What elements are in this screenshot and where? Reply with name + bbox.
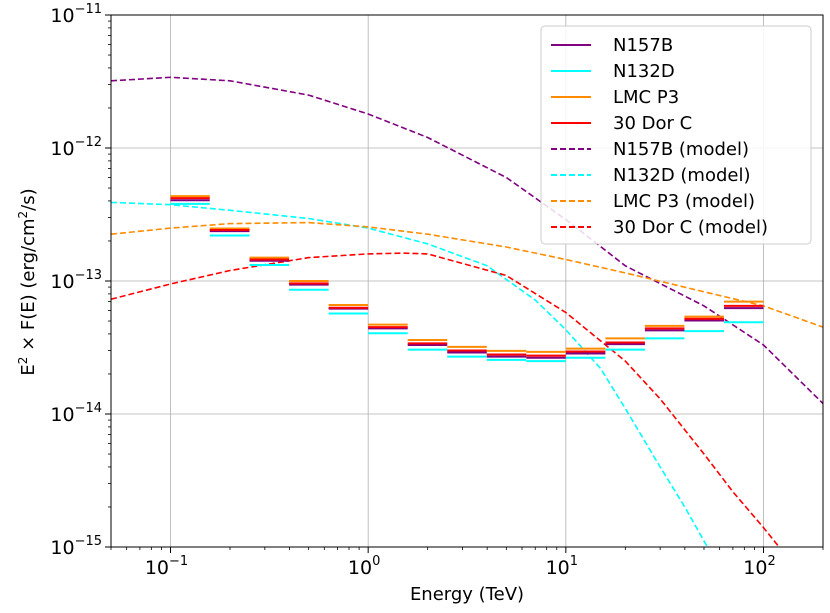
legend: N157B N132D LMC P3 30 Dor C N157B (model) N13…	[540, 25, 812, 245]
x-axis-label: Energy (TeV)	[410, 584, 524, 605]
x-tick-label: 10−1	[145, 554, 188, 579]
legend-label: 30 Dor C (model)	[613, 217, 768, 238]
y-tick-label: 10−12	[50, 135, 102, 160]
ticks: 10−1 100 101 102 10−15 10−14 10−13 10−12 10−11	[50, 2, 824, 579]
x-tick-label: 101	[546, 554, 578, 579]
series-5-model-curve	[111, 201, 709, 547]
legend-label: N132D (model)	[613, 165, 751, 186]
legend-label: LMC P3 (model)	[613, 191, 755, 212]
x-tick-label: 100	[348, 554, 380, 579]
x-tick-label: 102	[743, 554, 775, 579]
series-7-model-curve	[111, 252, 780, 547]
series-layer	[111, 76, 823, 547]
legend-label: N157B (model)	[613, 139, 749, 160]
series-4-model-curve	[111, 76, 823, 405]
y-tick-label: 10−14	[50, 401, 102, 426]
series-6-model-curve	[111, 221, 823, 328]
legend-label: N157B	[613, 35, 673, 56]
y-axis-label: E2 × F(E) (erg/cm2/s)	[16, 188, 39, 375]
series-3-steps	[170, 197, 764, 357]
legend-label: 30 Dor C	[613, 113, 692, 134]
y-tick-label: 10−11	[50, 2, 102, 27]
series-0-steps	[170, 199, 764, 359]
legend-label: N132D	[613, 61, 675, 82]
y-tick-label: 10−15	[50, 534, 102, 559]
series-2-steps	[170, 195, 764, 353]
legend-box	[540, 25, 812, 245]
series-1-steps	[170, 202, 764, 363]
y-tick-label: 10−13	[50, 268, 102, 293]
legend-label: LMC P3	[613, 87, 679, 108]
